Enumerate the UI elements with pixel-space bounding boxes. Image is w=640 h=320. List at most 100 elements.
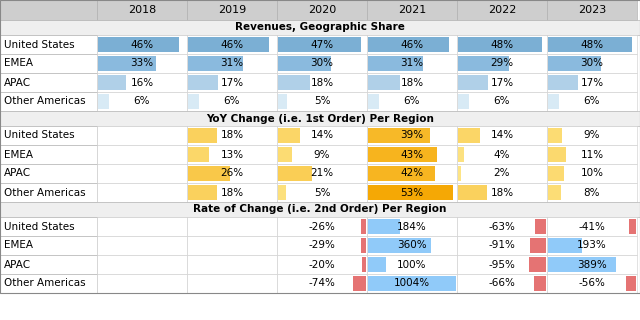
Bar [97,255,187,274]
Text: Revenues, Geographic Share: Revenues, Geographic Share [235,22,405,33]
Bar [0,164,97,183]
Bar [547,35,637,54]
Bar [0,73,97,92]
Bar [97,217,187,236]
Bar [278,94,287,109]
Bar [367,255,457,274]
Bar [97,145,187,164]
Bar [277,35,367,54]
Bar [535,219,546,234]
Text: 2%: 2% [493,169,510,179]
Bar [368,147,437,162]
Text: EMEA: EMEA [4,149,33,159]
Text: EMEA: EMEA [4,241,33,251]
Bar [362,257,366,272]
Bar [0,35,97,54]
Text: APAC: APAC [4,169,31,179]
Bar [277,164,367,183]
Bar [457,0,547,20]
Text: 17%: 17% [580,77,604,87]
Bar [548,185,561,200]
Text: 2019: 2019 [218,5,246,15]
Bar [187,164,277,183]
Bar [457,126,547,145]
Bar [98,56,156,71]
Bar [367,73,457,92]
Bar [458,75,488,90]
Bar [353,276,366,291]
Bar [278,37,361,52]
Bar [0,183,97,202]
Bar [188,166,230,181]
Bar [187,217,277,236]
Text: 9%: 9% [584,131,600,140]
Bar [278,128,300,143]
Bar [368,94,379,109]
Bar [548,37,632,52]
Text: 4%: 4% [493,149,510,159]
Bar [367,145,457,164]
Text: 5%: 5% [314,97,330,107]
Text: 100%: 100% [397,260,427,269]
Text: 46%: 46% [401,39,424,50]
Text: 8%: 8% [584,188,600,197]
Text: 31%: 31% [401,59,424,68]
Text: 29%: 29% [490,59,513,68]
Bar [547,126,637,145]
Bar [368,257,385,272]
Bar [457,145,547,164]
Bar [367,0,457,20]
Bar [188,185,217,200]
Bar [457,217,547,236]
Bar [367,274,457,293]
Bar [0,126,97,145]
Text: -29%: -29% [308,241,335,251]
Text: 2021: 2021 [398,5,426,15]
Text: 389%: 389% [577,260,607,269]
Text: -74%: -74% [308,278,335,289]
Bar [187,92,277,111]
Text: 6%: 6% [404,97,420,107]
Bar [187,255,277,274]
Bar [548,238,582,253]
Text: 30%: 30% [310,59,333,68]
Bar [188,94,198,109]
Bar [278,147,292,162]
Bar [187,145,277,164]
Text: -26%: -26% [308,221,335,231]
Text: 2018: 2018 [128,5,156,15]
Text: 2023: 2023 [578,5,606,15]
Bar [548,147,566,162]
Bar [187,126,277,145]
Text: 39%: 39% [401,131,424,140]
Bar [534,276,546,291]
Text: 6%: 6% [134,97,150,107]
Bar [367,126,457,145]
Bar [367,54,457,73]
Text: 21%: 21% [310,169,333,179]
Bar [368,37,449,52]
Bar [548,128,563,143]
Bar [187,183,277,202]
Bar [98,37,179,52]
Bar [368,56,422,71]
Text: United States: United States [4,221,75,231]
Text: 18%: 18% [310,77,333,87]
Bar [457,236,547,255]
Text: United States: United States [4,39,75,50]
Text: 43%: 43% [401,149,424,159]
Text: 1004%: 1004% [394,278,430,289]
Bar [547,92,637,111]
Bar [457,54,547,73]
Bar [97,164,187,183]
Text: Rate of Change (i.e. 2nd Order) Per Region: Rate of Change (i.e. 2nd Order) Per Regi… [193,204,447,214]
Bar [277,0,367,20]
Text: 18%: 18% [220,188,244,197]
Bar [0,202,640,217]
Bar [187,274,277,293]
Bar [547,217,637,236]
Bar [547,236,637,255]
Bar [458,185,487,200]
Bar [368,75,399,90]
Bar [188,75,218,90]
